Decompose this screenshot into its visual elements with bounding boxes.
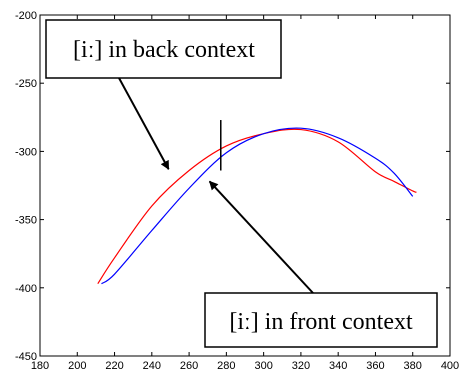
x-tick-label: 300 [254, 360, 272, 372]
x-tick-label: 340 [329, 360, 347, 372]
x-tick-label: 200 [68, 360, 86, 372]
series-line-1 [97, 128, 417, 285]
x-tick-label: 320 [292, 360, 310, 372]
x-tick-label: 380 [404, 360, 422, 372]
y-tick-label: -350 [15, 215, 37, 227]
x-tick-label: 180 [31, 360, 49, 372]
arrow-back [118, 77, 170, 170]
y-axis: -200 -250 -300 -350 -400 -450 [15, 10, 450, 363]
series-group [97, 127, 417, 285]
y-tick-label: -300 [15, 146, 37, 158]
x-tick-label: 220 [105, 360, 123, 372]
x-tick-label: 360 [366, 360, 384, 372]
annotation-front-context: [iː] in front context [204, 180, 438, 348]
x-tick-label: 240 [143, 360, 161, 372]
annotation-front-label: [iː] in front context [229, 309, 413, 335]
y-tick-label: -250 [15, 78, 37, 90]
arrow-front [208, 180, 314, 294]
y-tick-label: -400 [15, 283, 37, 295]
y-tick-label: -450 [15, 351, 37, 363]
annotation-back-context: [iː] in back context [45, 19, 282, 170]
x-axis: 180 200 220 240 260 280 300 320 340 360 380 400 [31, 15, 459, 372]
x-tick-label: 400 [441, 360, 459, 372]
x-tick-label: 280 [217, 360, 235, 372]
x-tick-label: 260 [180, 360, 198, 372]
y-tick-label: -200 [15, 10, 37, 22]
annotation-back-label: [iː] in back context [73, 37, 255, 63]
series-line-2 [101, 127, 414, 285]
